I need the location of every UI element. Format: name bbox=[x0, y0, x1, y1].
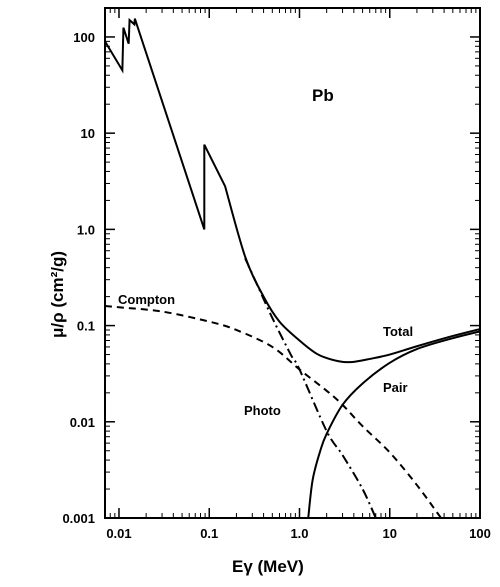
plot-frame bbox=[104, 7, 481, 519]
series-total-line bbox=[104, 17, 481, 364]
x-tick-label: 0.1 bbox=[200, 526, 218, 541]
y-tick-label: 0.01 bbox=[70, 415, 95, 430]
y-tick-label: 0.001 bbox=[62, 511, 95, 526]
x-tick-label: 1.0 bbox=[290, 526, 308, 541]
series-pair-line bbox=[307, 330, 481, 519]
y-axis-title: μ/ρ (cm²/g) bbox=[48, 251, 67, 338]
pair-label: Pair bbox=[383, 380, 408, 395]
photo-label: Photo bbox=[244, 403, 281, 418]
y-axis-title-group: μ/ρ (cm²/g) bbox=[48, 251, 67, 338]
y-tick-label: 10 bbox=[81, 126, 95, 141]
series-photo-line bbox=[244, 257, 377, 519]
x-axis-title: Eγ (MeV) bbox=[232, 557, 304, 576]
element-label: Pb bbox=[312, 86, 334, 105]
x-tick-label: 10 bbox=[383, 526, 397, 541]
compton-label: Compton bbox=[118, 292, 175, 307]
x-tick-label: 100 bbox=[469, 526, 491, 541]
x-tick-label: 0.01 bbox=[106, 526, 131, 541]
y-tick-label: 1.0 bbox=[77, 222, 95, 237]
y-tick-label: 0.1 bbox=[77, 319, 95, 334]
total-label: Total bbox=[383, 324, 413, 339]
y-tick-label: 100 bbox=[73, 30, 95, 45]
